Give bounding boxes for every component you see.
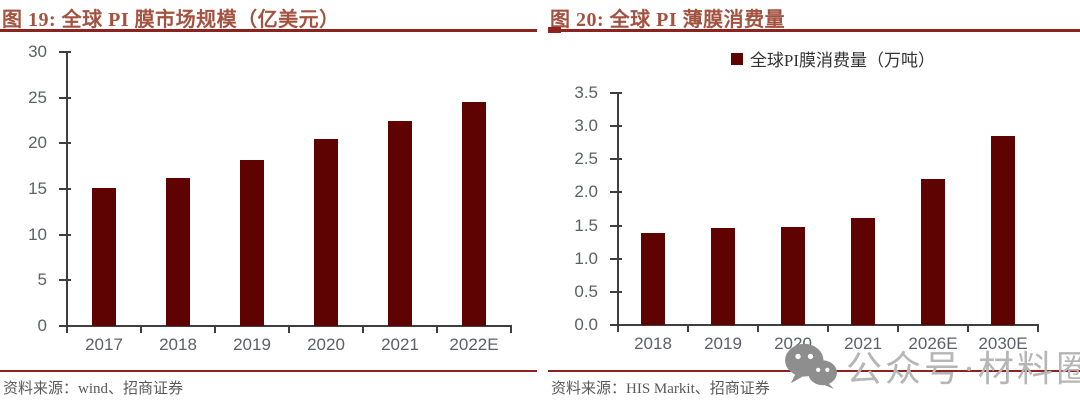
- x-tick-label: 2022E: [449, 335, 499, 354]
- bar-2019: [711, 228, 735, 325]
- y-tick-label: 25: [28, 87, 47, 107]
- x-tick-label: 2021: [844, 334, 882, 353]
- y-tick: [610, 324, 622, 326]
- x-tick: [827, 325, 829, 332]
- x-tick-label: 2019: [233, 335, 271, 354]
- x-tick: [66, 326, 68, 333]
- x-tick: [967, 325, 969, 332]
- figure-20-title-rule: [548, 29, 1080, 32]
- y-tick-label: 30: [28, 42, 47, 61]
- x-tick: [362, 326, 364, 333]
- x-tick: [140, 326, 142, 333]
- figure-20-source: 资料来源：HIS Markit、招商证券: [551, 381, 770, 397]
- x-tick-label: 2017: [85, 335, 123, 354]
- x-tick-label: 2026E: [908, 334, 958, 353]
- y-tick-label: 2.5: [574, 149, 598, 169]
- y-tick: [610, 290, 622, 293]
- figure-19-title-rule: [0, 29, 537, 32]
- bar-2020: [314, 138, 338, 326]
- y-tick: [610, 158, 622, 161]
- y-tick-label: 0.0: [574, 315, 598, 334]
- y-tick-label: 15: [28, 179, 47, 198]
- figure-20-title: 图 20: 全球 PI 薄膜消费量: [550, 9, 786, 31]
- figure-20-legend: 全球PI膜消费量（万吨）: [613, 46, 1053, 71]
- y-axis: [617, 93, 619, 325]
- legend-swatch: [730, 52, 743, 65]
- y-tick-label: 3.0: [574, 116, 598, 136]
- x-tick: [687, 325, 689, 332]
- y-tick: [59, 51, 71, 53]
- x-tick: [214, 326, 216, 333]
- y-tick-label: 3.5: [574, 83, 598, 102]
- watermark: 公众号·材料圈: [784, 340, 1080, 392]
- figure-20-title-rule-nub: [548, 27, 561, 33]
- y-tick: [59, 96, 71, 99]
- y-tick-label: 10: [28, 224, 47, 244]
- bar-2019: [240, 159, 264, 326]
- bar-2017: [92, 188, 116, 326]
- y-tick-label: 1.5: [574, 215, 598, 235]
- figure-19-panel: 图 19: 全球 PI 膜市场规模（亿美元） 资料来源：wind、招商证券: [0, 0, 537, 408]
- y-tick-label: 0.5: [574, 281, 598, 301]
- x-tick-label: 2030E: [978, 334, 1028, 353]
- y-tick-label: 20: [28, 133, 47, 153]
- watermark-text: 公众号·材料圈: [846, 349, 1080, 389]
- y-tick: [59, 142, 71, 145]
- y-tick-label: 5: [37, 270, 47, 290]
- x-tick: [617, 325, 619, 332]
- x-tick-label: 2019: [704, 334, 742, 353]
- bar-2021: [851, 217, 875, 325]
- x-tick-label: 2018: [634, 334, 672, 353]
- bar-2022E: [462, 102, 486, 326]
- y-tick: [59, 233, 71, 236]
- bar-2021: [388, 120, 412, 326]
- figure-19-title: 图 19: 全球 PI 膜市场规模（亿美元）: [2, 9, 340, 31]
- x-tick: [288, 326, 290, 333]
- x-tick-label: 2018: [159, 335, 197, 354]
- y-tick-label: 1.0: [574, 248, 598, 268]
- y-tick: [610, 257, 622, 260]
- bar-2020: [781, 226, 805, 325]
- bar-2018: [166, 178, 190, 326]
- figure-19-source-rule: [0, 370, 537, 372]
- legend-label: 全球PI膜消费量（万吨）: [749, 51, 936, 70]
- y-tick: [610, 125, 622, 128]
- x-tick: [897, 325, 899, 332]
- x-tick-label: 2020: [307, 335, 345, 354]
- y-tick: [610, 191, 622, 194]
- x-tick: [1037, 325, 1039, 332]
- y-tick: [59, 279, 71, 282]
- y-tick: [59, 188, 71, 190]
- y-tick: [59, 325, 71, 327]
- x-tick: [436, 326, 438, 333]
- figure-19-source: 资料来源：wind、招商证券: [3, 381, 184, 397]
- x-tick-label: 2021: [381, 335, 419, 354]
- bar-2026E: [921, 179, 945, 325]
- x-tick: [510, 326, 512, 333]
- bar-2018: [641, 232, 665, 325]
- wechat-icon: [785, 343, 837, 390]
- bar-2030E: [991, 136, 1015, 325]
- y-tick-label: 2.0: [574, 182, 598, 202]
- y-tick: [610, 224, 622, 227]
- y-tick: [610, 92, 622, 94]
- x-tick: [757, 325, 759, 332]
- y-tick-label: 0: [37, 316, 47, 335]
